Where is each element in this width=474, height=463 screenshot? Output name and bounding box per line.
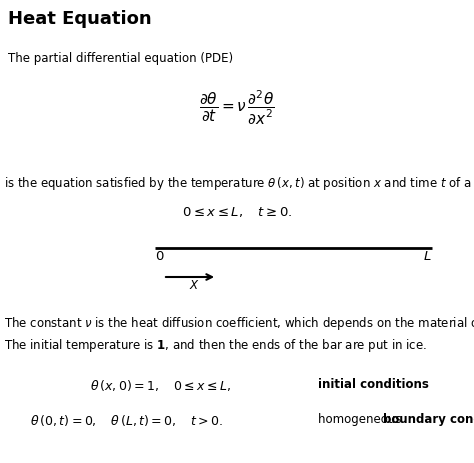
Text: is the equation satisfied by the temperature $\theta\,(x,t)$ at position $x$ and: is the equation satisfied by the tempera… bbox=[4, 175, 474, 192]
Text: homogeneous: homogeneous bbox=[318, 413, 405, 426]
Text: The initial temperature is $\mathbf{1}$, and then the ends of the bar are put in: The initial temperature is $\mathbf{1}$,… bbox=[4, 337, 427, 354]
Text: $\dfrac{\partial \theta}{\partial t} = \nu\, \dfrac{\partial^2 \theta}{\partial : $\dfrac{\partial \theta}{\partial t} = \… bbox=[199, 89, 275, 127]
Text: $X$: $X$ bbox=[189, 279, 200, 292]
Text: initial conditions: initial conditions bbox=[318, 378, 429, 391]
Text: $0 \leq x \leq L, \quad t \geq 0.$: $0 \leq x \leq L, \quad t \geq 0.$ bbox=[182, 205, 292, 219]
Text: Heat Equation: Heat Equation bbox=[8, 10, 152, 28]
Text: $\theta\,(x, 0) = 1, \quad 0 \leq x \leq L,$: $\theta\,(x, 0) = 1, \quad 0 \leq x \leq… bbox=[90, 378, 231, 393]
Text: The partial differential equation (PDE): The partial differential equation (PDE) bbox=[8, 52, 233, 65]
Text: 0: 0 bbox=[155, 250, 164, 263]
Text: The constant $\nu$ is the heat diffusion coefficient, which depends on the mater: The constant $\nu$ is the heat diffusion… bbox=[4, 315, 474, 332]
Text: $\theta\,(0, t) = 0, \quad \theta\,(L, t) = 0, \quad t > 0.$: $\theta\,(0, t) = 0, \quad \theta\,(L, t… bbox=[30, 413, 223, 428]
Text: boundary conditions: boundary conditions bbox=[383, 413, 474, 426]
Text: $L$: $L$ bbox=[423, 250, 432, 263]
